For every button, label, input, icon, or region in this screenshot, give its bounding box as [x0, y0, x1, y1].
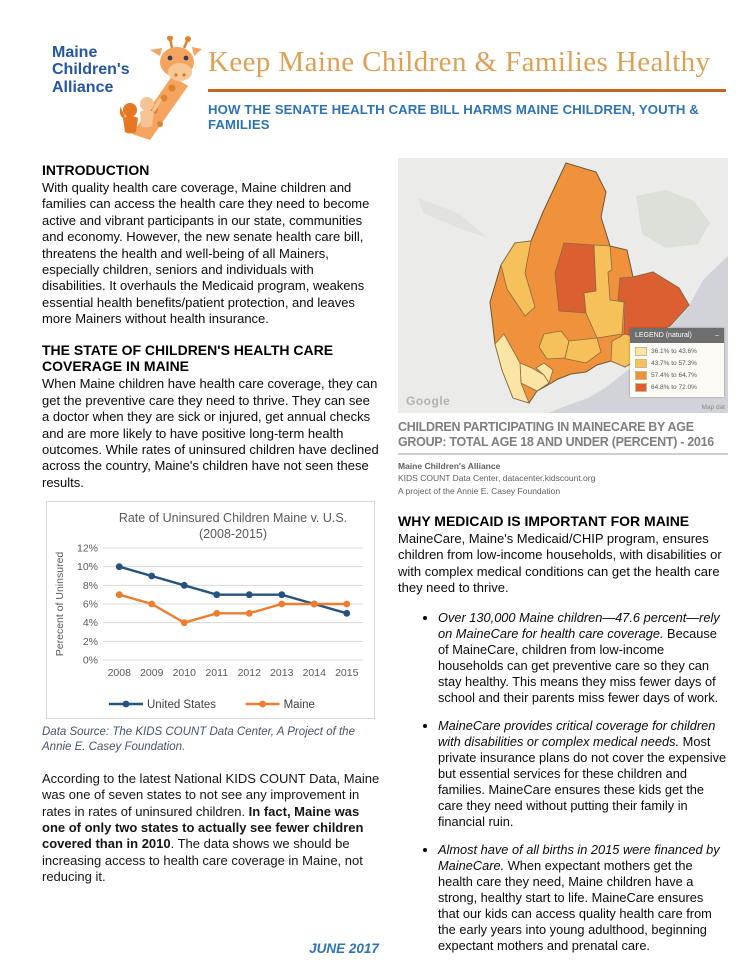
footer-date: JUNE 2017 [309, 941, 379, 956]
legend-item: 43.7% to 57.3% [635, 359, 719, 368]
left-column: INTRODUCTION With quality health care co… [42, 158, 380, 966]
chart-svg: Rate of Uninsured Children Maine v. U.S.… [54, 511, 363, 711]
legend-item: 57.4% to 64.7% [635, 371, 719, 380]
legend-swatch [635, 383, 647, 392]
list-item: Almost have of all births in 2015 were f… [438, 842, 728, 953]
coverage-paragraph: When Maine children have health care cov… [42, 376, 379, 490]
bullet-lead: Over 130,000 Maine children—47.6 percent… [438, 610, 720, 642]
svg-text:2010: 2010 [173, 667, 197, 679]
svg-text:2013: 2013 [270, 667, 294, 679]
legend-collapse-icon: – [715, 332, 719, 339]
giraffe-logo-icon [120, 36, 202, 140]
title-divider [208, 89, 726, 92]
logo-line-2: Children's [52, 61, 130, 79]
svg-text:(2008-2015): (2008-2015) [199, 527, 267, 541]
map-caption: CHILDREN PARTICIPATING IN MAINECARE BY A… [398, 420, 714, 449]
legend-label: 36.1% to 43.6% [651, 348, 697, 355]
svg-text:10%: 10% [77, 561, 98, 573]
mainecare-choropleth-map: LEGEND (natural) – 36.1% to 43.6% 43.7% t… [398, 158, 728, 413]
coverage-heading: THE STATE OF CHILDREN'S HEALTH CARE COVE… [42, 342, 334, 375]
medicaid-bullet-list: Over 130,000 Maine children—47.6 percent… [398, 610, 728, 953]
intro-paragraph: With quality health care coverage, Maine… [42, 180, 370, 326]
bullet-lead: Almost have of all births in 2015 were f… [438, 842, 720, 874]
map-source-org: Maine Children's Alliance [398, 460, 501, 471]
map-legend: LEGEND (natural) – 36.1% to 43.6% 43.7% t… [630, 328, 724, 397]
medicaid-heading: WHY MEDICAID IS IMPORTANT FOR MAINE [398, 512, 690, 529]
medicaid-paragraph: MaineCare, Maine's Medicaid/CHIP program… [398, 530, 722, 595]
logo-line-1: Maine [52, 44, 98, 61]
bullet-rest: Most private insurance plans do not cove… [438, 734, 727, 829]
caption-divider [398, 452, 728, 455]
uninsured-children-line-chart: Rate of Uninsured Children Maine v. U.S.… [46, 501, 375, 719]
org-logo: Maine Children's Alliance [52, 36, 202, 144]
legend-swatch [635, 371, 647, 380]
legend-swatch [635, 359, 647, 368]
svg-text:0%: 0% [83, 655, 98, 667]
header: Maine Children's Alliance [0, 0, 748, 144]
list-item: MaineCare provides critical coverage for… [438, 718, 728, 829]
svg-text:Rate of Uninsured Children Mai: Rate of Uninsured Children Maine v. U.S. [119, 511, 347, 525]
google-watermark: Google [406, 394, 451, 408]
legend-item: 36.1% to 43.6% [635, 347, 719, 356]
closing-text-end: . The data shows we should be increasing… [42, 836, 363, 885]
svg-text:United States: United States [147, 699, 216, 711]
page-title: Keep Maine Children & Families Healthy [208, 46, 711, 78]
map-source-project: A project of the Annie E. Casey Foundati… [398, 486, 561, 496]
svg-text:Perecent of Uninsured: Perecent of Uninsured [54, 552, 66, 657]
svg-text:2%: 2% [83, 636, 98, 648]
chart-source-note: Data Source: The KIDS COUNT Data Center,… [42, 726, 355, 753]
closing-text-bold: In fact, Maine was one of only two state… [42, 803, 364, 852]
org-logo-wordmark: Maine Children's Alliance [52, 36, 202, 96]
svg-text:12%: 12% [77, 543, 98, 555]
svg-text:2015: 2015 [335, 667, 359, 679]
bullet-lead: MaineCare provides critical coverage for… [438, 718, 716, 750]
map-source-center: KIDS COUNT Data Center, datacenter.kidsc… [398, 473, 596, 484]
svg-text:8%: 8% [83, 580, 98, 592]
svg-text:2009: 2009 [140, 667, 164, 679]
svg-text:2008: 2008 [108, 667, 132, 679]
svg-text:4%: 4% [83, 617, 98, 629]
bullet-rest: When expectant mothers get the health ca… [438, 858, 712, 953]
svg-text:2012: 2012 [238, 667, 262, 679]
svg-text:2011: 2011 [205, 667, 228, 679]
page-subtitle: HOW THE SENATE HEALTH CARE BILL HARMS MA… [208, 102, 699, 132]
legend-label: 64.8% to 72.0% [651, 384, 697, 391]
map-legend-header: LEGEND (natural) – [630, 328, 724, 343]
svg-text:Maine: Maine [284, 699, 315, 711]
map-legend-items: 36.1% to 43.6% 43.7% to 57.3% 57.4% to 64.… [630, 343, 724, 397]
legend-label: 57.4% to 64.7% [651, 372, 697, 379]
intro-heading: INTRODUCTION [42, 162, 150, 178]
svg-text:6%: 6% [83, 599, 98, 611]
closing-text-start: According to the latest National KIDS CO… [42, 770, 380, 819]
right-column: LEGEND (natural) – 36.1% to 43.6% 43.7% t… [398, 158, 728, 966]
bullet-rest: Because of MaineCare, children from low-… [438, 626, 719, 705]
content: INTRODUCTION With quality health care co… [0, 144, 748, 966]
legend-item: 64.8% to 72.0% [635, 383, 719, 392]
closing-paragraph: According to the latest National KIDS CO… [42, 771, 380, 886]
logo-line-3: Alliance [52, 78, 114, 96]
title-block: Keep Maine Children & Families Healthy H… [202, 36, 726, 144]
legend-swatch [635, 347, 647, 356]
svg-text:2014: 2014 [303, 667, 327, 679]
map-source-block: Maine Children's Alliance KIDS COUNT Dat… [398, 460, 728, 498]
map-legend-title: LEGEND (natural) [635, 332, 692, 339]
legend-label: 43.7% to 57.3% [651, 360, 697, 367]
map-data-attribution: Map dat [701, 404, 726, 411]
list-item: Over 130,000 Maine children—47.6 percent… [438, 610, 728, 705]
